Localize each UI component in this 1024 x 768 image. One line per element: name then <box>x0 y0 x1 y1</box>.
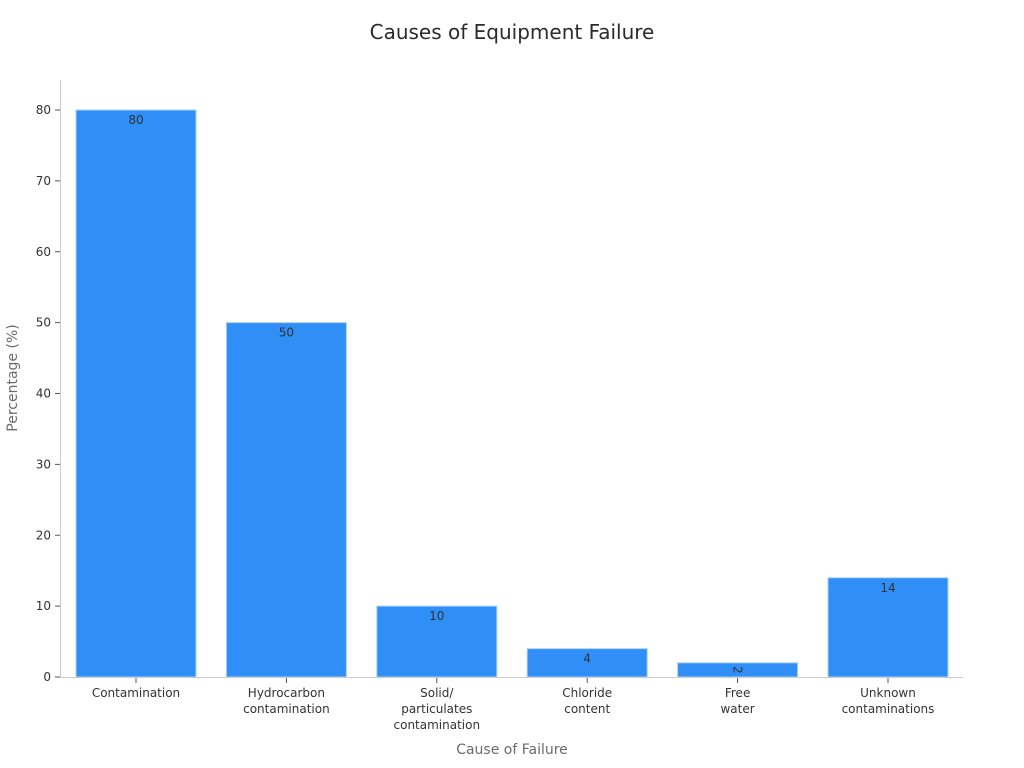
x-tick-label: Unknown <box>860 686 916 700</box>
chart-title: Causes of Equipment Failure <box>369 20 655 44</box>
y-tick-label: 60 <box>36 245 51 259</box>
y-tick-label: 10 <box>36 599 51 613</box>
y-tick-label: 80 <box>36 103 51 117</box>
bar-value-label: 14 <box>880 581 895 595</box>
x-tick-label: contamination <box>243 702 330 716</box>
bar[interactable] <box>526 648 648 678</box>
y-tick-label: 20 <box>36 528 51 542</box>
x-tick-label: content <box>564 702 610 716</box>
bar-value-label: 2 <box>731 666 745 674</box>
y-tick-label: 50 <box>36 316 51 330</box>
x-tick-label: Free <box>725 686 750 700</box>
bar-value-label: 50 <box>279 326 294 340</box>
x-tick-label: Solid/ <box>420 686 454 700</box>
x-tick-label: contaminations <box>842 702 935 716</box>
y-tick-label: 70 <box>36 174 51 188</box>
x-tick-label: Chloride <box>562 686 612 700</box>
x-tick-label: Contamination <box>92 686 180 700</box>
bar-value-label: 4 <box>583 652 591 666</box>
x-axis-label: Cause of Failure <box>456 742 568 758</box>
x-tick-label: water <box>720 702 754 716</box>
y-tick-label: 40 <box>36 387 51 401</box>
bar-value-label: 10 <box>429 609 444 623</box>
x-tick-label: contamination <box>394 718 481 732</box>
bar-value-label: 80 <box>128 113 143 127</box>
x-tick-label: particulates <box>401 702 472 716</box>
y-tick-label: 0 <box>43 670 51 684</box>
bar[interactable] <box>75 109 197 678</box>
bar[interactable] <box>225 322 347 678</box>
bar[interactable] <box>827 577 949 678</box>
bars: 80 50 10 4 2 14 <box>75 109 949 678</box>
x-axis-ticks: Contamination Hydrocarbon contamination Sol… <box>92 678 935 732</box>
bar[interactable] <box>376 605 498 678</box>
x-tick-label: Hydrocarbon <box>248 686 325 700</box>
y-tick-label: 30 <box>36 457 51 471</box>
y-axis-ticks: 0 10 20 30 40 50 60 70 80 <box>36 103 60 684</box>
